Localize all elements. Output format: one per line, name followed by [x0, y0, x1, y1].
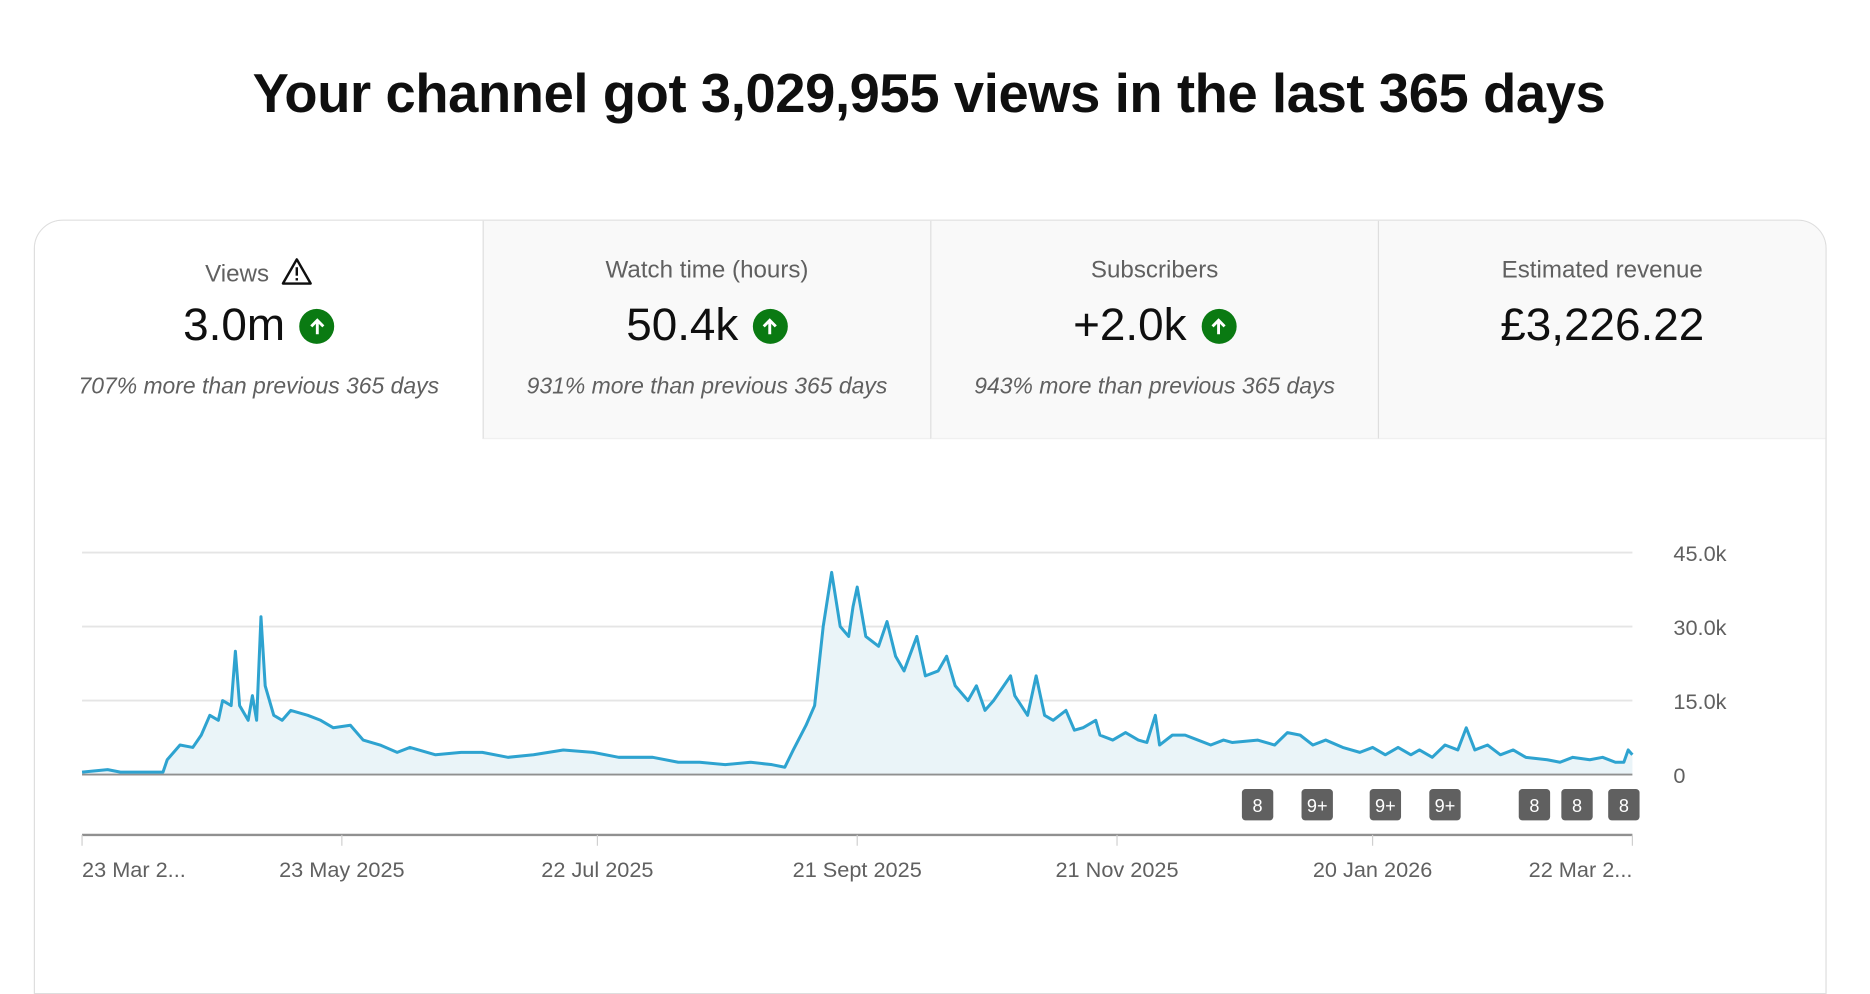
badge-count: 9+ — [1307, 796, 1328, 816]
badge-background — [1608, 789, 1640, 821]
metric-value: £3,226.22 — [1500, 300, 1705, 352]
x-tick-label: 23 May 2025 — [279, 857, 404, 882]
badge-count: 8 — [1572, 796, 1582, 816]
metric-tabs: Views 3.0m 707% more than previous 365 d… — [34, 220, 1826, 440]
tab-label: Watch time (hours) — [605, 256, 809, 284]
badge-count: 8 — [1619, 796, 1629, 816]
tab-label: Estimated revenue — [1501, 256, 1703, 284]
x-tick-label: 21 Sept 2025 — [793, 857, 922, 882]
comparison-text: 943% more than previous 365 days — [974, 374, 1335, 400]
y-tick-label: 15.0k — [1673, 689, 1726, 714]
badge-count: 9+ — [1375, 796, 1396, 816]
tab-views[interactable]: Views 3.0m 707% more than previous 365 d… — [34, 220, 483, 440]
x-tick-label: 22 Jul 2025 — [541, 857, 653, 882]
badge-background — [1301, 789, 1333, 821]
badge-count: 8 — [1529, 796, 1539, 816]
tab-watch-time[interactable]: Watch time (hours) 50.4k 931% more than … — [482, 220, 931, 440]
series-area — [82, 572, 1633, 775]
tab-estimated-revenue[interactable]: Estimated revenue £3,226.22 — [1377, 220, 1826, 440]
badge-background — [1518, 789, 1551, 821]
video-marker-badge[interactable]: 9+ — [1369, 789, 1402, 821]
badge-background — [1429, 789, 1461, 821]
video-marker-badge[interactable]: 8 — [1561, 789, 1593, 821]
arrow-up-icon — [1201, 308, 1237, 344]
comparison-text: 707% more than previous 365 days — [78, 374, 440, 400]
video-marker-badge[interactable]: 9+ — [1429, 789, 1461, 821]
badge-count: 8 — [1253, 796, 1263, 816]
x-tick-label: 21 Nov 2025 — [1055, 857, 1178, 882]
y-tick-label: 0 — [1673, 763, 1685, 788]
arrow-up-icon — [752, 308, 788, 344]
video-marker-badge[interactable]: 8 — [1518, 789, 1551, 821]
metric-value: 50.4k — [626, 300, 739, 352]
video-marker-badge[interactable]: 8 — [1608, 789, 1640, 821]
analytics-card: Views 3.0m 707% more than previous 365 d… — [33, 219, 1827, 994]
series-line — [81, 570, 1634, 774]
y-tick-label: 30.0k — [1673, 615, 1726, 640]
views-chart: 0 15.0k 30.0k 45.0k 8 9+ 9+ 9+ 8 8 8 23 Mar 2... 23 … — [81, 541, 1727, 882]
video-marker-badge[interactable]: 9+ — [1301, 789, 1333, 821]
tab-label: Subscribers — [1090, 256, 1219, 284]
page-title: Your channel got 3,029,955 views in the … — [252, 62, 1606, 125]
video-marker-badge[interactable]: 8 — [1241, 789, 1274, 821]
tab-label: Views — [205, 260, 270, 288]
tab-subscribers[interactable]: Subscribers +2.0k 943% more than previou… — [930, 220, 1378, 440]
x-tick-label: 23 Mar 2... — [82, 857, 186, 882]
metric-value: +2.0k — [1073, 300, 1187, 352]
badge-background — [1369, 789, 1402, 821]
warning-icon[interactable] — [281, 257, 312, 293]
badge-background — [1561, 789, 1593, 821]
metric-value: 3.0m — [183, 300, 286, 352]
y-tick-label: 45.0k — [1673, 541, 1726, 566]
badge-background — [1241, 789, 1274, 821]
arrow-up-icon — [299, 308, 335, 344]
x-tick-label: 22 Mar 2... — [1529, 857, 1633, 882]
badge-count: 9+ — [1435, 796, 1456, 816]
x-tick-label: 20 Jan 2026 — [1313, 857, 1432, 882]
comparison-text: 931% more than previous 365 days — [526, 374, 888, 400]
